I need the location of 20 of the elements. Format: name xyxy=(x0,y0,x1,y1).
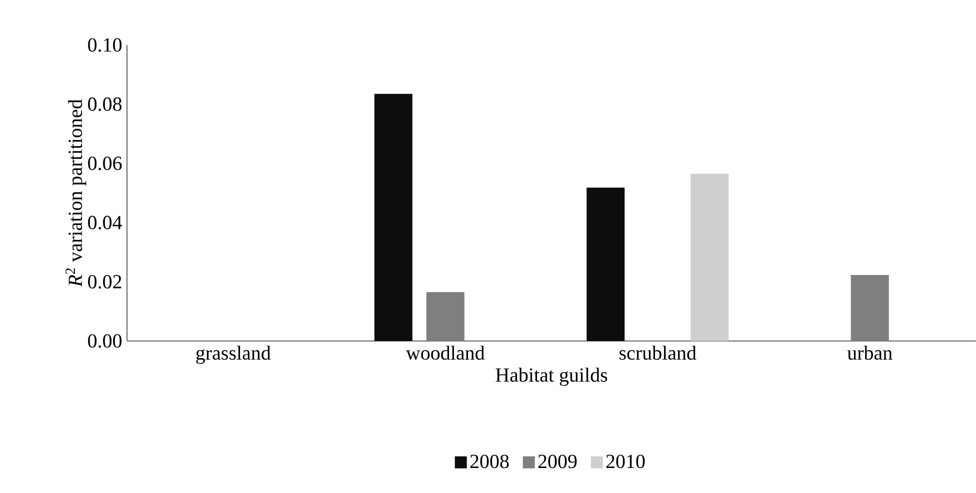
bar xyxy=(850,274,889,341)
y-tick-label: 0.02 xyxy=(88,275,122,289)
x-tick-label: urban xyxy=(847,346,892,360)
bar xyxy=(690,174,729,341)
x-axis-title: Habitat guilds xyxy=(496,368,608,386)
bar xyxy=(374,94,412,341)
x-tick-label: grassland xyxy=(196,346,271,364)
y-tick-label: 0.04 xyxy=(88,216,122,230)
y-tick-label: 0.08 xyxy=(88,97,122,111)
y-axis-title: R$^{2}$ variation partitioned xyxy=(66,99,86,287)
y-tick-label: 0.06 xyxy=(88,156,122,170)
y-tick-label: 0.00 xyxy=(88,334,122,348)
x-tick-label: scrubland xyxy=(620,346,696,360)
y-tick-label: 0.10 xyxy=(88,38,122,52)
x-tick-label: woodland xyxy=(406,346,485,360)
legend-label: 2008 xyxy=(470,454,509,468)
legend-label: 2009 xyxy=(538,454,577,468)
bar xyxy=(426,292,464,341)
legend-label: 2010 xyxy=(606,454,645,468)
bar xyxy=(586,188,625,341)
